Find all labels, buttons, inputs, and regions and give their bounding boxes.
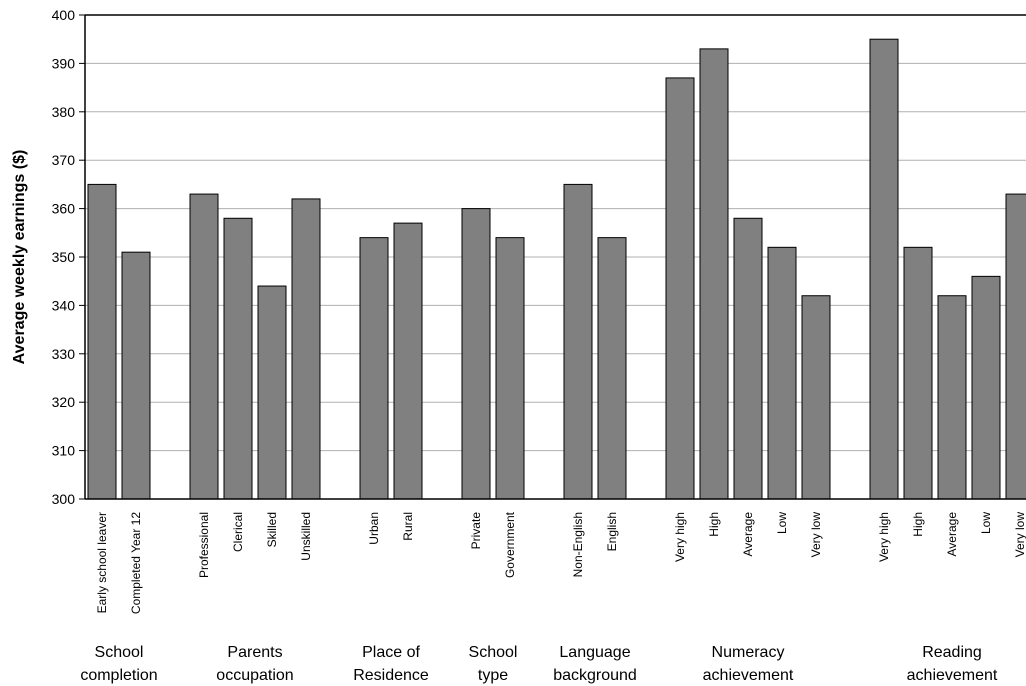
bar — [359, 237, 389, 500]
x-tick-label: High — [707, 512, 721, 537]
bar — [1005, 193, 1026, 500]
x-tick-label: Clerical — [231, 512, 245, 552]
group-label: Place of — [362, 644, 420, 661]
group-label: School — [95, 644, 144, 661]
group-label: Language — [559, 644, 630, 661]
x-tick-label: Private — [469, 512, 483, 550]
bar — [291, 198, 321, 500]
group-label: occupation — [216, 667, 293, 684]
bar — [87, 183, 117, 500]
x-tick-label: Very low — [809, 512, 823, 558]
x-tick-label: Early school leaver — [95, 512, 109, 613]
x-tick-label: Low — [979, 512, 993, 534]
group-label: achievement — [703, 667, 794, 684]
x-tick-label: Professional — [197, 512, 211, 578]
y-tick-label: 340 — [52, 297, 76, 313]
bar — [733, 217, 763, 500]
x-tick-label: Very high — [673, 512, 687, 562]
y-tick-label: 380 — [52, 104, 76, 120]
x-tick-label: Rural — [401, 512, 415, 541]
bar — [597, 237, 627, 500]
bar — [393, 222, 423, 500]
x-tick-label: Unskilled — [299, 512, 313, 561]
x-tick-label: Non-English — [571, 512, 585, 577]
bar — [903, 246, 933, 500]
x-tick-label: Urban — [367, 512, 381, 545]
group-label: Residence — [353, 667, 429, 684]
group-label: background — [553, 667, 637, 684]
y-tick-label: 310 — [52, 443, 76, 459]
bar — [699, 48, 729, 500]
y-tick-label: 370 — [52, 152, 76, 168]
x-tick-label: Very high — [877, 512, 891, 562]
bar — [937, 295, 967, 500]
bar — [121, 251, 151, 500]
bar — [869, 38, 899, 500]
x-tick-label: Skilled — [265, 512, 279, 547]
bar — [257, 285, 287, 500]
x-tick-label: Government — [503, 511, 517, 578]
category-labels: Early school leaver Completed Year 12 Prof… — [95, 511, 1026, 614]
bar — [665, 77, 695, 500]
y-tick-label: 400 — [52, 7, 76, 23]
x-tick-label: Average — [741, 512, 755, 557]
bar — [495, 237, 525, 500]
y-tick-labels: 300 310 320 330 340 350 360 370 380 390 400 — [52, 7, 76, 507]
x-tick-label: Completed Year 12 — [129, 512, 143, 614]
y-tick-label: 300 — [52, 491, 76, 507]
x-tick-label: Very low — [1013, 512, 1026, 558]
bar — [563, 183, 593, 500]
bar — [767, 246, 797, 500]
axes — [79, 14, 1026, 500]
group-label: Numeracy — [712, 644, 785, 661]
x-tick-label: Average — [945, 512, 959, 557]
group-labels: School completion Parents occupation Place o… — [80, 644, 998, 684]
group-label: completion — [80, 667, 157, 684]
x-tick-label: High — [911, 512, 925, 537]
y-tick-label: 360 — [52, 201, 76, 217]
y-tick-label: 350 — [52, 249, 76, 265]
y-axis-title: Average weekly earnings ($) — [11, 150, 28, 365]
bars — [87, 38, 1026, 500]
group-label: achievement — [907, 667, 998, 684]
group-label: School — [469, 644, 518, 661]
y-tick-label: 390 — [52, 55, 76, 71]
group-label: type — [478, 667, 508, 684]
y-tick-label: 330 — [52, 346, 76, 362]
group-label: Parents — [227, 644, 282, 661]
y-tick-label: 320 — [52, 394, 76, 410]
bar — [189, 193, 219, 500]
x-tick-label: Low — [775, 512, 789, 534]
group-label: Reading — [922, 644, 982, 661]
bar — [461, 208, 491, 500]
bar — [801, 295, 831, 500]
bar — [223, 217, 253, 500]
x-tick-label: English — [605, 512, 619, 551]
bar — [971, 275, 1001, 500]
